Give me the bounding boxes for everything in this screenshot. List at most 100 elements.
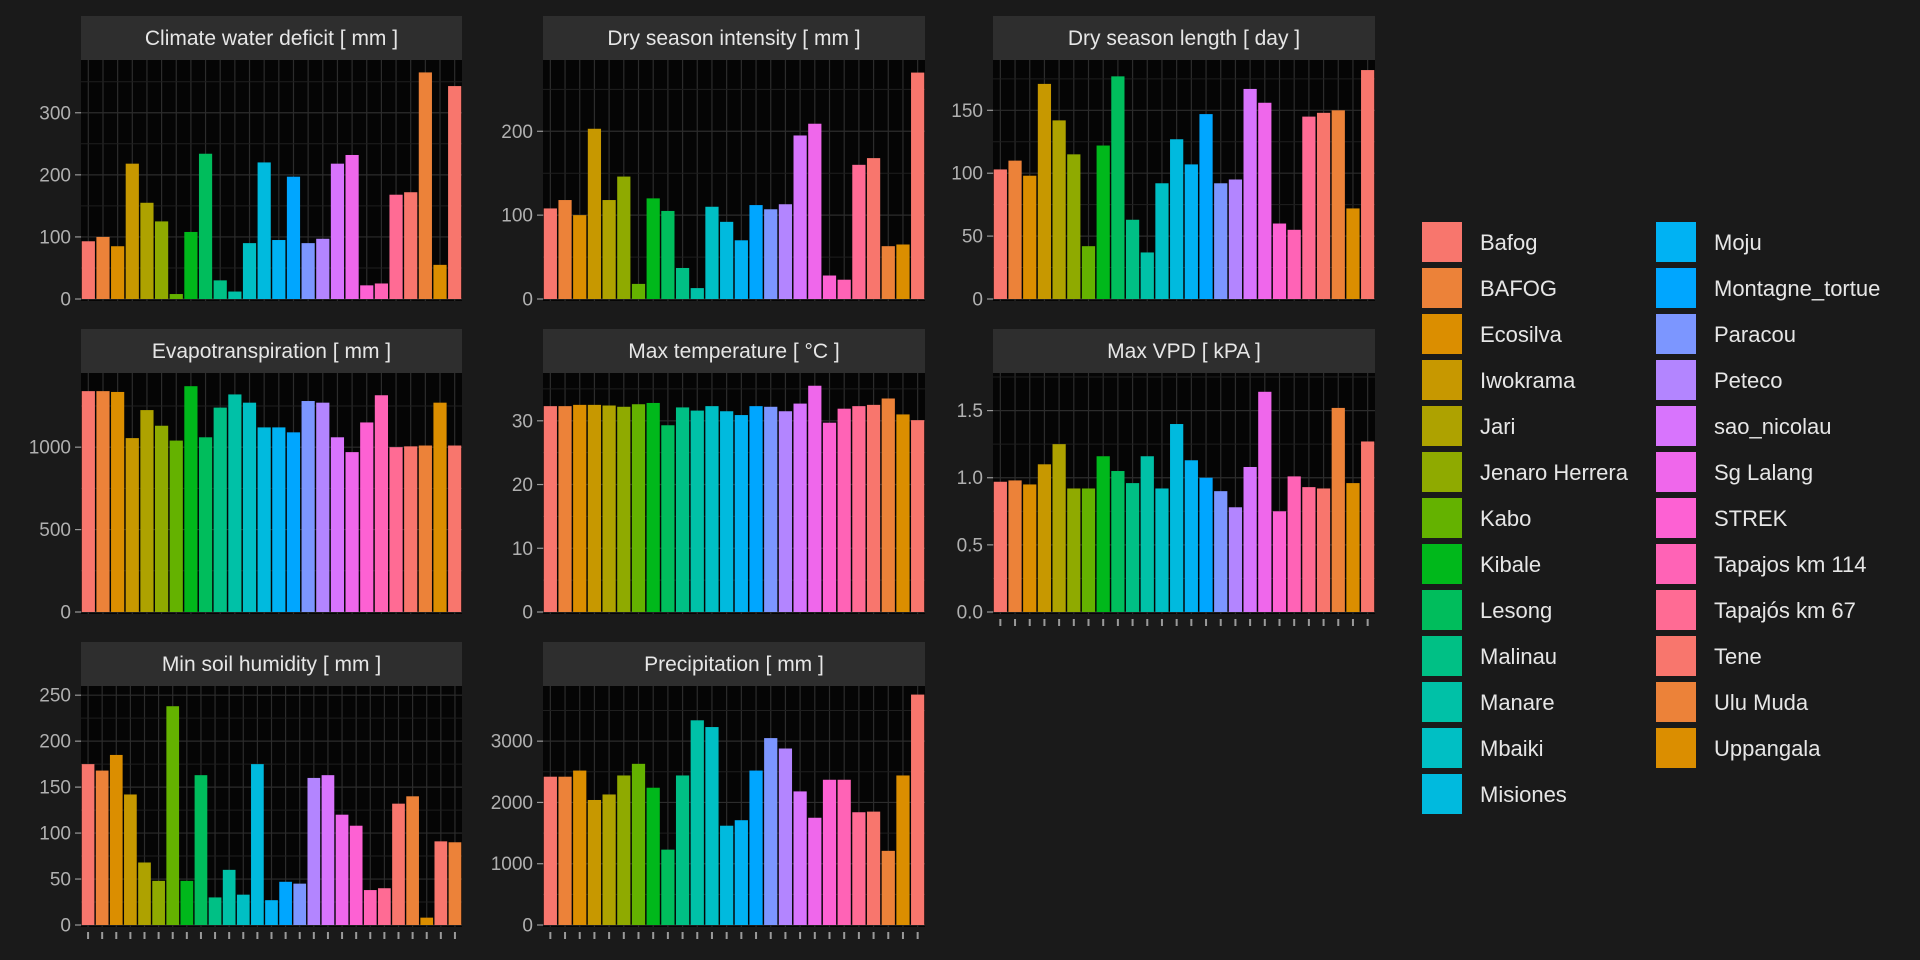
bar	[330, 163, 345, 299]
bar	[837, 279, 851, 299]
y-tick-label: 100	[501, 206, 533, 227]
legend-item: Iwokrama	[1422, 360, 1576, 400]
bar	[180, 880, 194, 925]
legend-key	[1422, 544, 1462, 584]
legend-item: Misiones	[1422, 774, 1567, 814]
bar	[1316, 112, 1331, 300]
bar	[749, 770, 763, 925]
facet-title: Dry season length [ day ]	[1068, 27, 1300, 50]
legend-label: Iwokrama	[1480, 368, 1576, 393]
bar	[881, 850, 895, 925]
legend-item: BAFOG	[1422, 268, 1557, 308]
legend-label: Montagne_tortue	[1714, 276, 1880, 301]
bar	[81, 764, 95, 925]
bar	[720, 411, 734, 612]
bar	[852, 164, 866, 299]
facet-title: Max temperature [ °C ]	[628, 340, 839, 363]
y-tick-label: 50	[50, 870, 71, 891]
bar	[749, 205, 763, 299]
bar	[1258, 102, 1272, 299]
bar	[1037, 464, 1052, 612]
legend-key	[1656, 682, 1696, 722]
legend-item: Moju	[1656, 222, 1762, 262]
bar	[1067, 154, 1081, 299]
bar	[169, 440, 183, 612]
y-tick-label: 150	[39, 778, 71, 799]
bar	[301, 401, 315, 612]
bar	[1199, 114, 1213, 299]
legend-item: Kibale	[1422, 544, 1541, 584]
bar	[1008, 480, 1022, 612]
y-tick-label: 0	[60, 290, 71, 311]
bar	[705, 406, 719, 612]
y-tick-label: 0	[522, 916, 533, 937]
legend-label: Peteco	[1714, 368, 1783, 393]
bar	[1302, 116, 1316, 300]
bar	[222, 869, 236, 925]
bar	[631, 404, 646, 612]
bar	[896, 775, 910, 925]
legend-label: Malinau	[1480, 644, 1557, 669]
bar	[793, 135, 807, 299]
bar	[228, 394, 242, 612]
bar	[602, 405, 616, 612]
bar	[1023, 484, 1037, 612]
legend-label: sao_nicolau	[1714, 414, 1831, 439]
bar	[661, 210, 675, 299]
facet-strip	[993, 16, 1375, 60]
bar	[378, 888, 391, 925]
bar	[257, 427, 271, 612]
bar	[1081, 488, 1096, 612]
y-tick-label: 1.0	[957, 468, 983, 489]
bar	[420, 917, 434, 925]
bar	[228, 291, 242, 299]
bar	[184, 231, 198, 299]
bar	[236, 894, 250, 925]
legend-item: Tapajós km 67	[1656, 590, 1856, 630]
bar	[1346, 483, 1360, 612]
bar	[587, 404, 602, 612]
y-tick-label: 0	[522, 603, 533, 624]
legend-item: Peteco	[1656, 360, 1783, 400]
bar	[1155, 183, 1169, 299]
bar	[330, 437, 345, 612]
legend-label: Kabo	[1480, 506, 1531, 531]
y-tick-label: 1.5	[957, 401, 983, 422]
bar	[573, 215, 587, 299]
facet-title: Max VPD [ kPA ]	[1107, 340, 1261, 363]
bar	[345, 452, 359, 612]
bar	[852, 812, 866, 925]
bar	[1287, 229, 1301, 299]
bar	[1052, 444, 1066, 612]
bar	[279, 881, 292, 925]
legend-item: STREK	[1656, 498, 1788, 538]
legend-label: Ulu Muda	[1714, 690, 1809, 715]
bar	[911, 420, 925, 612]
legend-label: Paracou	[1714, 322, 1796, 347]
legend-key	[1656, 498, 1696, 538]
bar	[1170, 139, 1184, 299]
legend-label: Bafog	[1480, 230, 1538, 255]
bar	[1140, 456, 1154, 612]
bar	[675, 267, 690, 299]
legend-item: Montagne_tortue	[1656, 268, 1880, 308]
bar	[1228, 179, 1243, 299]
bar	[335, 814, 349, 925]
bar	[433, 264, 447, 299]
bar	[822, 275, 837, 299]
y-tick-label: 10	[512, 539, 533, 560]
bar	[448, 86, 462, 299]
legend-label: STREK	[1714, 506, 1788, 531]
bar	[360, 285, 374, 299]
bar	[617, 406, 631, 612]
bar	[911, 694, 925, 925]
bar	[374, 283, 388, 299]
bar	[558, 200, 572, 299]
bar	[1316, 488, 1331, 612]
legend-key	[1422, 682, 1462, 722]
bar	[155, 221, 169, 299]
facet-panel: Dry season intensity [ mm ] 0 100 200	[501, 16, 925, 311]
bar	[661, 849, 675, 925]
bar	[301, 243, 315, 299]
